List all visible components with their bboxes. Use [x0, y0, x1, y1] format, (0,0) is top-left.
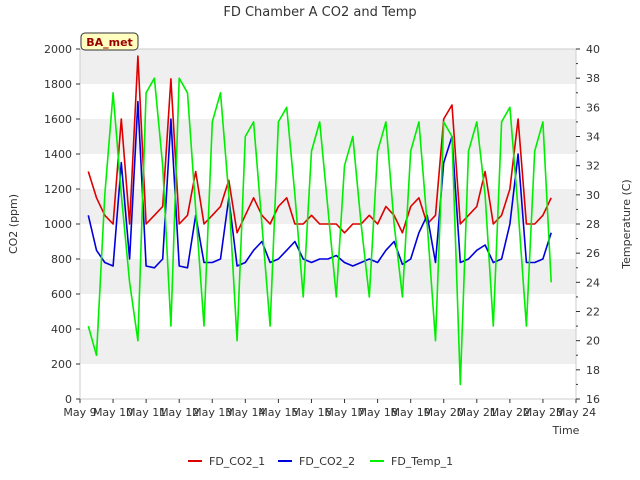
station-label-text: BA_met — [86, 36, 133, 49]
y-left-tick-label: 1000 — [44, 218, 72, 231]
y-left-tick-label: 1600 — [44, 113, 72, 126]
x-tick-label: May 16 — [291, 406, 331, 419]
x-tick-label: May 14 — [225, 406, 265, 419]
y-right-tick-label: 26 — [586, 247, 600, 260]
y-left-tick-label: 400 — [51, 323, 72, 336]
chart-title: FD Chamber A CO2 and Temp — [223, 5, 416, 20]
y-right-tick-label: 22 — [586, 306, 600, 319]
x-tick-label: May 9 — [63, 406, 96, 419]
grid-band — [80, 259, 576, 294]
x-tick-label: May 10 — [93, 406, 133, 419]
y-left-tick-label: 2000 — [44, 43, 72, 56]
legend: FD_CO2_1 FD_CO2_2 FD_Temp_1 — [188, 455, 453, 468]
x-tick-label: May 24 — [556, 406, 596, 419]
x-tick-label: May 15 — [258, 406, 298, 419]
y-left-tick-label: 1800 — [44, 78, 72, 91]
y-right-tick-label: 20 — [586, 335, 600, 348]
series-lines — [87, 55, 552, 386]
x-tick-label: May 17 — [324, 406, 364, 419]
grid-band — [80, 49, 576, 84]
y-right-tick-label: 28 — [586, 218, 600, 231]
y-left-tick-label: 1200 — [44, 183, 72, 196]
y-left-tick-label: 200 — [51, 358, 72, 371]
x-tick-label: May 23 — [523, 406, 563, 419]
grid-bands — [80, 49, 576, 364]
y-right-tick-label: 38 — [586, 72, 600, 85]
y-left-tick-label: 0 — [65, 393, 72, 406]
y-right-tick-label: 18 — [586, 364, 600, 377]
x-tick-label: May 11 — [126, 406, 166, 419]
grid-band — [80, 119, 576, 154]
y-right-tick-label: 32 — [586, 160, 600, 173]
x-tick-label: May 19 — [391, 406, 431, 419]
y-right-tick-label: 24 — [586, 276, 600, 289]
x-axis-title: Time — [552, 424, 580, 437]
axes: 0 200 400 600 800 1000 1200 1400 1600 1800 2000 16 1… — [44, 43, 600, 419]
x-tick-label: May 18 — [357, 406, 397, 419]
y-left-tick-label: 1400 — [44, 148, 72, 161]
grid-band — [80, 329, 576, 364]
legend-label: FD_Temp_1 — [391, 455, 453, 468]
y-right-tick-label: 16 — [586, 393, 600, 406]
y-right-tick-label: 40 — [586, 43, 600, 56]
y-left-tick-label: 800 — [51, 253, 72, 266]
legend-label: FD_CO2_2 — [299, 455, 355, 468]
x-tick-label: May 22 — [490, 406, 530, 419]
series-line-fd-co2-1 — [87, 55, 552, 234]
y-right-tick-label: 30 — [586, 189, 600, 202]
y-right-tick-label: 36 — [586, 101, 600, 114]
y-left-tick-label: 600 — [51, 288, 72, 301]
y-axis-right-title: Temperature (C) — [620, 179, 633, 269]
legend-label: FD_CO2_1 — [209, 455, 265, 468]
x-tick-label: May 12 — [159, 406, 199, 419]
station-label: BA_met — [80, 32, 139, 51]
x-tick-label: May 13 — [192, 406, 232, 419]
x-tick-label: May 20 — [424, 406, 464, 419]
y-right-tick-label: 34 — [586, 131, 600, 144]
x-tick-label: May 21 — [457, 406, 497, 419]
series-line-fd-temp-1 — [87, 77, 552, 386]
y-axis-left-title: CO2 (ppm) — [7, 194, 20, 254]
